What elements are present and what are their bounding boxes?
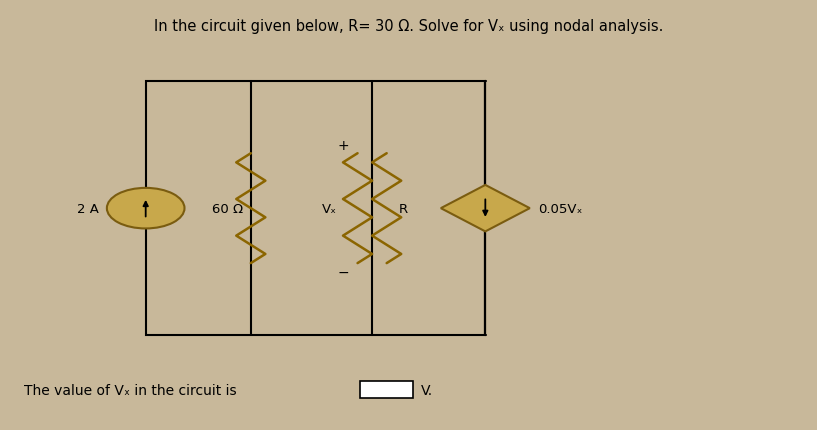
Text: 0.05Vₓ: 0.05Vₓ	[538, 202, 583, 215]
Circle shape	[107, 188, 185, 229]
Polygon shape	[441, 185, 529, 232]
Text: The value of Vₓ in the circuit is: The value of Vₓ in the circuit is	[25, 383, 237, 397]
Bar	[145, 82, 485, 335]
Text: R: R	[399, 202, 408, 215]
Text: V.: V.	[421, 383, 433, 397]
Text: 60 Ω: 60 Ω	[212, 202, 243, 215]
Bar	[360, 381, 413, 399]
Text: In the circuit given below, R= 30 Ω. Solve for Vₓ using nodal analysis.: In the circuit given below, R= 30 Ω. Sol…	[154, 19, 663, 34]
Text: 2 A: 2 A	[77, 202, 99, 215]
Text: −: −	[338, 265, 350, 279]
Text: +: +	[338, 138, 350, 152]
Text: Vₓ: Vₓ	[323, 202, 337, 215]
